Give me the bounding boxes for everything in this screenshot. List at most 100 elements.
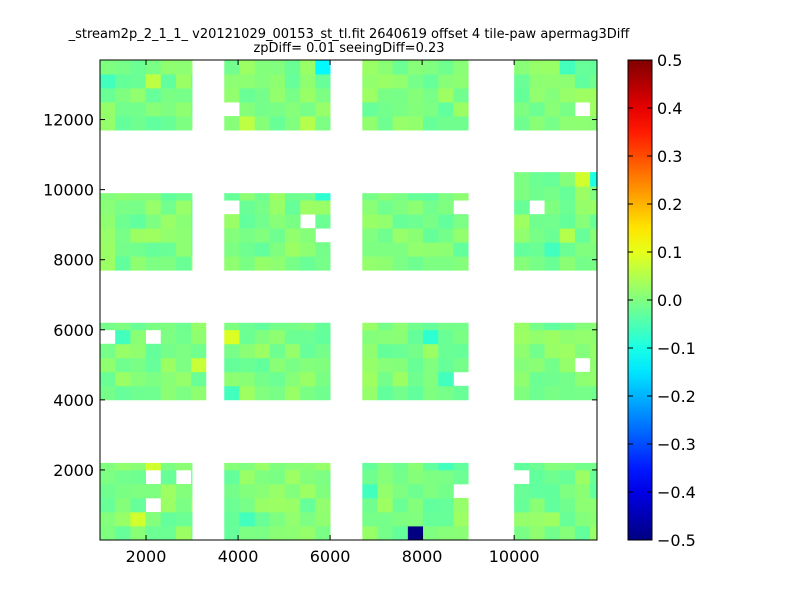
heatmap-cell (574, 60, 591, 75)
heatmap-cell (130, 214, 146, 229)
heatmap-cell (453, 88, 469, 103)
heatmap-cell (438, 256, 454, 271)
heatmap-cell (377, 462, 394, 471)
heatmap-cell (115, 483, 131, 499)
y-axis: 2000 4000 6000 8000 10000 12000 (43, 111, 597, 480)
heatmap-cell (574, 228, 591, 243)
heatmap-cell (514, 228, 530, 243)
heatmap-cell (590, 172, 598, 187)
heatmap-cell (115, 371, 131, 387)
heatmap-cell (284, 469, 301, 485)
x-tick-label: 4000 (218, 547, 259, 566)
heatmap-cell (407, 469, 424, 485)
heatmap-cell (438, 525, 454, 541)
heatmap-cell (514, 256, 530, 271)
heatmap-cell (175, 256, 192, 271)
heatmap-cell (574, 200, 591, 215)
heatmap-cell (254, 511, 271, 527)
heatmap-cell (224, 193, 240, 201)
heatmap-cell (407, 343, 424, 359)
heatmap-cell (160, 242, 177, 257)
heatmap-cell (423, 357, 439, 373)
heatmap-cell (160, 193, 177, 201)
heatmap-cell (175, 228, 192, 243)
heatmap-cell (392, 483, 409, 499)
heatmap-cell (453, 228, 469, 243)
heatmap-cell (269, 469, 286, 485)
heatmap-cell (254, 483, 271, 499)
heatmap-cell (574, 385, 591, 401)
heatmap-cell (377, 200, 394, 215)
heatmap-cell (514, 483, 530, 499)
heatmap-cell (160, 60, 177, 75)
heatmap-cell (191, 242, 193, 257)
heatmap-cell (269, 371, 286, 387)
heatmap-cell (362, 193, 378, 201)
heatmap-cell (160, 200, 177, 215)
heatmap-cell (453, 462, 469, 471)
heatmap-cell (559, 116, 576, 131)
heatmap-cell (453, 469, 469, 485)
heatmap-cell (377, 116, 394, 131)
heatmap-cell (590, 74, 598, 89)
heatmap-cell (392, 116, 409, 131)
heatmap-cell (300, 329, 316, 345)
heatmap-cell (100, 497, 116, 513)
heatmap-cell (559, 60, 576, 75)
heatmap-cell (175, 462, 192, 471)
heatmap-cell (392, 228, 409, 243)
heatmap-cell (315, 60, 331, 75)
heatmap-cell (315, 469, 331, 485)
heatmap-cell (362, 74, 378, 89)
colorbar-tick-label: 0.1 (657, 243, 682, 262)
heatmap-cell (377, 242, 394, 257)
heatmap-cell (453, 116, 469, 131)
heatmap-cell (574, 469, 591, 485)
heatmap-cell (407, 74, 424, 89)
heatmap-cell (175, 511, 192, 527)
heatmap-cell (453, 256, 469, 271)
colorbar-tick-label: −0.4 (657, 483, 696, 502)
heatmap-cell (100, 242, 116, 257)
heatmap-cell (362, 525, 378, 541)
heatmap-cell (315, 256, 331, 271)
heatmap-cell (574, 172, 591, 187)
heatmap-cell (145, 385, 162, 401)
heatmap-cell (559, 483, 576, 499)
heatmap-cell (191, 322, 207, 331)
heatmap-cell (269, 88, 286, 103)
heatmap-cell (423, 525, 439, 541)
heatmap-cell (160, 228, 177, 243)
colorbar-tick-label: −0.2 (657, 387, 696, 406)
heatmap-cell (300, 497, 316, 513)
heatmap-cell (438, 322, 454, 331)
x-tick-label: 6000 (310, 547, 351, 566)
heatmap-cell (529, 462, 545, 471)
heatmap-cell (407, 228, 424, 243)
heatmap-cell (191, 462, 193, 471)
heatmap-cell (544, 200, 561, 215)
heatmap-cell (130, 371, 146, 387)
heatmap-cell (377, 228, 394, 243)
plot-area: 2000 4000 6000 8000 10000 2000 4000 6000 8000 10… (43, 59, 598, 566)
heatmap-cell (130, 116, 146, 131)
heatmap-cell (423, 116, 439, 131)
heatmap-cell (438, 469, 454, 485)
heatmap-cell (362, 60, 378, 75)
heatmap-cell (115, 357, 131, 373)
heatmap-cell (315, 371, 331, 387)
heatmap-cell (590, 60, 598, 75)
heatmap-cell (362, 102, 378, 117)
heatmap-cell (191, 525, 193, 541)
heatmap-cell (239, 60, 256, 75)
colorbar-tick-label: 0.4 (657, 99, 682, 118)
heatmap-cell (115, 469, 131, 485)
heatmap-cell (254, 74, 271, 89)
heatmap-cell (407, 511, 424, 527)
heatmap-cell (453, 102, 469, 117)
heatmap-cell (377, 357, 394, 373)
heatmap-cell (529, 214, 545, 229)
heatmap-cell (300, 385, 316, 401)
heatmap-cell (392, 329, 409, 345)
heatmap-cell (100, 322, 116, 331)
